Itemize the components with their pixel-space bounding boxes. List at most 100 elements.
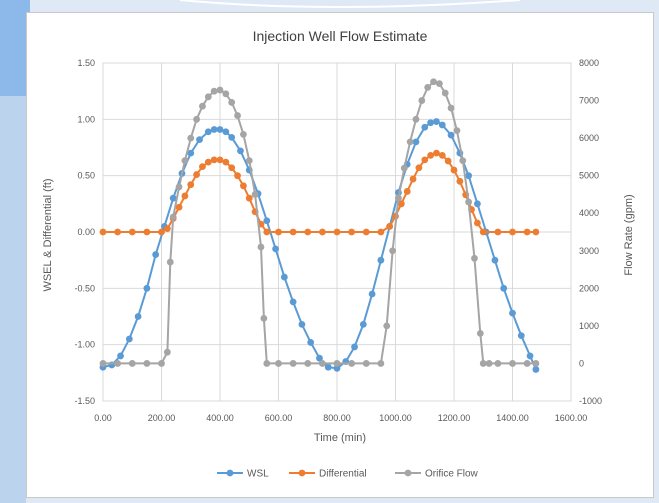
y2-tick-label: -1000 [579, 396, 602, 406]
series-point-2 [304, 360, 312, 367]
y-tick-label: -1.00 [74, 340, 95, 350]
series-point-1 [318, 228, 326, 236]
series-point-1 [210, 156, 218, 164]
series-point-1 [377, 228, 385, 236]
series-point-2 [245, 157, 253, 165]
series-point-2 [377, 360, 385, 367]
axes: 0.00 200.00 400.00 600.00 800.00 1000.00 1200.… [74, 58, 602, 423]
y-tick-label: -1.50 [74, 396, 95, 406]
series-point-1 [427, 151, 434, 159]
series-point-2 [395, 194, 402, 202]
series-point-0 [368, 290, 376, 298]
series-point-2 [362, 360, 370, 367]
legend-marker-0 [226, 469, 234, 477]
series-point-2 [418, 97, 426, 104]
series-point-0 [324, 363, 332, 371]
series-point-1 [289, 228, 297, 236]
y-tick-label: 1.50 [77, 58, 95, 68]
series-point-0 [500, 284, 508, 292]
series-point-2 [532, 360, 540, 367]
series-point-2 [453, 127, 461, 134]
series-point-2 [114, 360, 122, 367]
series-point-1 [386, 222, 394, 230]
series-point-1 [474, 219, 481, 227]
series-point-1 [158, 228, 165, 236]
series-point-1 [216, 156, 224, 164]
series-point-0 [289, 298, 297, 306]
x-tick-label: 1600.00 [555, 413, 588, 423]
series-point-2 [509, 360, 516, 367]
series-point-2 [318, 360, 326, 367]
series-point-0 [237, 147, 244, 155]
x-tick-label: 1400.00 [496, 413, 529, 423]
y-tick-label: 0.00 [77, 227, 95, 237]
legend-marker-2 [404, 469, 412, 477]
series-point-2 [143, 360, 151, 367]
series-point-2 [389, 247, 396, 255]
series-point-1 [275, 228, 282, 236]
series-point-2 [166, 258, 174, 266]
series-point-2 [333, 360, 341, 367]
series-point-2 [412, 115, 420, 123]
series-point-0 [474, 200, 481, 208]
x-tick-label: 1200.00 [438, 413, 471, 423]
series-point-0 [298, 320, 306, 328]
series-point-1 [348, 228, 356, 236]
y2-tick-label: 5000 [579, 171, 599, 181]
slide-side-band-top [0, 0, 30, 96]
series-point-2 [193, 115, 201, 123]
series-layer [99, 78, 540, 373]
series-point-1 [181, 192, 189, 200]
series-point-1 [456, 177, 464, 185]
y2-tick-label: 6000 [579, 133, 599, 143]
series-point-0 [517, 332, 525, 340]
series-point-2 [99, 360, 107, 367]
series-point-0 [187, 149, 195, 157]
series-point-1 [532, 228, 540, 236]
series-point-0 [359, 320, 367, 328]
y-tick-label: 1.00 [77, 114, 95, 124]
series-point-0 [351, 343, 358, 351]
series-point-2 [240, 130, 247, 138]
y-axis-label: WSEL & Differential (ft) [42, 178, 54, 291]
series-point-2 [447, 104, 455, 112]
series-point-2 [479, 360, 487, 367]
series-point-1 [362, 228, 370, 236]
series-point-1 [143, 228, 151, 236]
series-point-2 [289, 360, 297, 367]
series-point-0 [196, 136, 203, 144]
x-tick-label: 200.00 [148, 413, 176, 423]
series-point-2 [406, 138, 414, 146]
series-point-0 [228, 133, 236, 141]
series-point-1 [438, 151, 446, 159]
x-tick-label: 800.00 [323, 413, 351, 423]
y2-tick-label: 2000 [579, 283, 599, 293]
series-point-2 [234, 112, 241, 119]
series-point-2 [485, 360, 493, 367]
series-point-0 [307, 339, 315, 346]
series-point-0 [412, 138, 420, 146]
series-point-1 [199, 163, 206, 171]
series-point-2 [260, 314, 268, 322]
series-point-0 [169, 194, 177, 202]
series-point-1 [204, 158, 212, 166]
series-point-0 [333, 364, 341, 372]
series-point-0 [204, 128, 212, 136]
series-point-0 [222, 128, 230, 136]
series-point-1 [234, 172, 241, 180]
legend-label-0: WSL [247, 469, 269, 480]
series-point-0 [509, 309, 516, 317]
series-point-0 [134, 313, 142, 320]
y2-tick-label: 4000 [579, 208, 599, 218]
series-point-1 [99, 228, 107, 236]
series-point-2 [228, 99, 236, 106]
chart-title: Injection Well Flow Estimate [253, 28, 428, 44]
series-point-0 [152, 251, 160, 258]
y2-tick-label: 8000 [579, 58, 599, 68]
series-point-1 [175, 203, 183, 211]
series-point-2 [204, 93, 212, 101]
series-point-0 [125, 335, 133, 343]
legend: WSL Differential Orifice Flow [217, 469, 479, 480]
series-point-1 [523, 228, 531, 236]
series-point-1 [403, 188, 411, 195]
